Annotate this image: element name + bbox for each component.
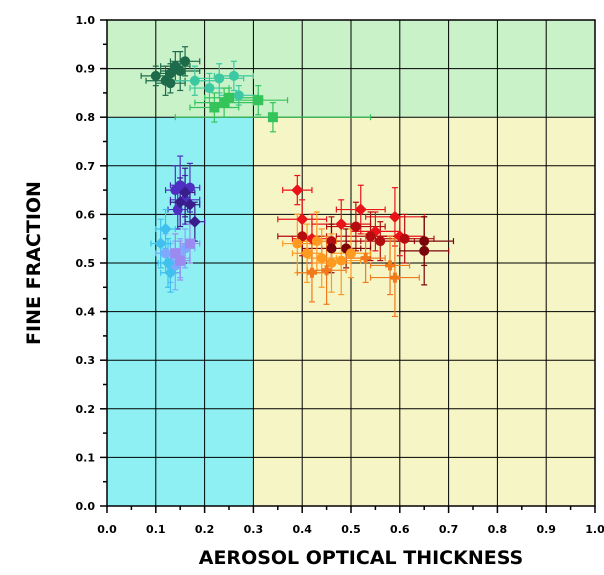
data-point [326,236,337,247]
data-point [159,222,172,235]
x-axis-title: AEROSOL OPTICAL THICKNESS [199,547,524,569]
data-point [165,68,176,79]
x-tick-label: 0.1 [146,523,166,536]
data-point [224,92,234,103]
data-point [375,236,386,247]
data-point [360,253,371,264]
y-tick-label: 0.6 [76,208,96,221]
y-tick-label: 0.8 [76,111,96,124]
data-point [174,196,187,209]
data-point [154,237,167,250]
data-point [170,248,181,259]
data-point [389,272,400,283]
data-point [326,243,337,254]
data-point [184,238,195,249]
data-point [183,198,196,211]
data-point [335,218,348,231]
y-tick-label: 1.0 [76,14,96,27]
y-tick-label: 0.3 [76,354,96,367]
y-tick-label: 0.5 [76,257,96,270]
y-axis-title: FINE FRACTION [23,181,45,345]
y-tick-label: 0.4 [76,306,96,319]
x-tick-label: 0.9 [536,523,556,536]
x-tick-label: 0.4 [292,523,312,536]
data-point [296,213,309,226]
x-tick-label: 1.0 [585,523,604,536]
data-point [175,66,186,77]
data-point [209,102,220,113]
x-tick-label: 0.0 [97,523,117,536]
data-point [150,70,161,81]
data-point [179,186,192,199]
data-point [350,221,361,232]
data-point [326,258,337,268]
y-tick-label: 0.2 [76,403,96,416]
data-point [316,253,327,264]
data-point [365,231,376,242]
y-tick-labels: 0.0 0.1 0.2 0.3 0.4 0.5 0.6 0.7 0.8 0.9 1.0 [76,14,96,513]
data-markers [150,56,430,283]
data-point [214,73,225,84]
data-point [253,95,264,106]
data-point [164,266,177,279]
y-tick-label: 0.7 [76,160,96,173]
y-tick-label: 0.1 [76,451,96,464]
data-point [165,78,176,89]
x-tick-label: 0.8 [488,523,508,536]
data-point [160,248,171,259]
y-tick-label: 0.9 [76,63,96,76]
data-point [162,257,174,269]
data-point [204,83,215,94]
data-point [175,255,186,266]
x-tick-label: 0.6 [390,523,410,536]
data-point [419,236,430,247]
data-point [399,233,410,244]
data-point [346,248,356,259]
data-point [292,238,303,249]
y-tick-label: 0.0 [76,500,96,513]
axis-ticks [100,19,596,513]
x-tick-label: 0.3 [244,523,264,536]
x-tick-labels: 0.0 0.1 0.2 0.3 0.4 0.5 0.6 0.7 0.8 0.9 1.0 [97,523,604,536]
data-point [311,236,322,247]
data-point [233,90,244,101]
data-point [302,248,313,259]
data-point [180,56,191,67]
data-point [388,210,401,223]
data-point [228,70,239,81]
data-point [291,184,304,197]
data-point [419,245,430,256]
data-point [321,265,332,276]
data-point [189,75,200,86]
data-point [267,112,278,123]
x-tick-label: 0.2 [195,523,215,536]
data-point [297,231,308,242]
data-point [188,215,201,228]
data-point [306,267,317,278]
x-tick-label: 0.5 [341,523,361,536]
data-point [354,203,367,216]
x-tick-label: 0.7 [439,523,459,536]
data-point [385,260,396,271]
data-point [336,255,347,266]
data-point [175,180,186,191]
